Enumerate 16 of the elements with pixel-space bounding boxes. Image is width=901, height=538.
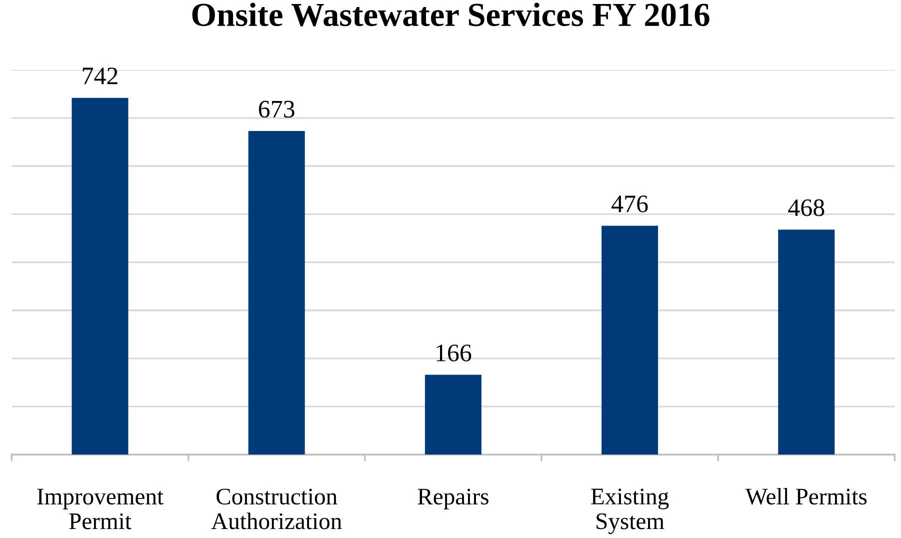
x-tick-label: Repairs xyxy=(418,488,488,510)
bar xyxy=(778,230,835,455)
data-label: 476 xyxy=(612,196,648,212)
bar xyxy=(72,98,128,455)
x-tick-label: Construction Authorization xyxy=(211,488,342,530)
bar xyxy=(424,374,482,455)
x-tick-label: Existing System xyxy=(591,488,669,534)
bar xyxy=(602,226,658,455)
x-tick-label: Improvement Permit xyxy=(37,488,164,530)
data-label: 673 xyxy=(258,100,294,118)
bar xyxy=(248,131,305,455)
data-label: 742 xyxy=(82,68,118,84)
x-tick-label: Well Permits xyxy=(745,488,867,505)
chart-title: Onsite Wastewater Services FY 2016 xyxy=(192,2,710,26)
data-label: 468 xyxy=(788,199,824,216)
data-label: 166 xyxy=(436,344,472,362)
